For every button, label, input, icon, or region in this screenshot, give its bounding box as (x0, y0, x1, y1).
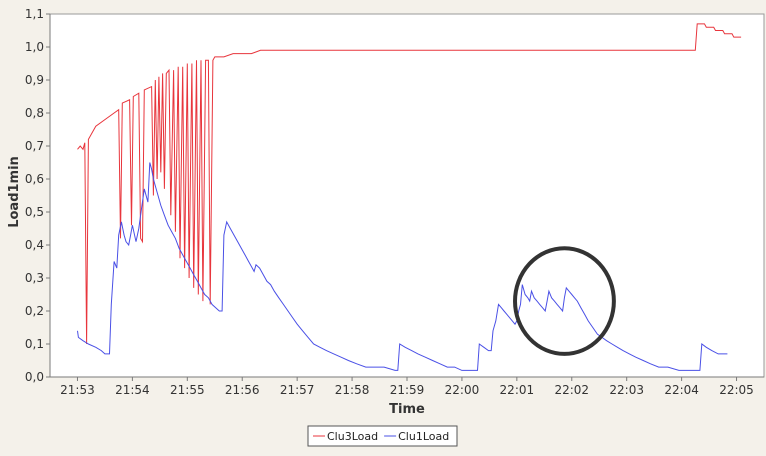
y-tick-label: 0,3 (25, 271, 44, 285)
y-tick-label: 0,1 (25, 337, 44, 351)
plot-area (49, 13, 765, 378)
x-tick-label: 22:03 (609, 383, 644, 397)
series-line-clu3load (77, 23, 742, 345)
x-tick-label: 22:05 (719, 383, 754, 397)
legend-box (307, 425, 458, 447)
x-tick-label: 22:00 (445, 383, 480, 397)
y-tick-label: 0,7 (25, 139, 44, 153)
x-tick-label: 22:02 (554, 383, 589, 397)
y-tick-label: 1,0 (25, 40, 44, 54)
x-tick-label: 21:55 (170, 383, 205, 397)
x-tick-label: 21:58 (335, 383, 370, 397)
legend-label: Clu3Load (327, 430, 378, 443)
axes: 0,0 0,1 0,2 0,3 0,4 0,5 0,6 0,7 0,8 0,9 1,0 1,1 21:5… (25, 7, 764, 397)
x-tick-label: 21:56 (225, 383, 260, 397)
series-lines (77, 23, 742, 371)
y-axis-title: Load1min (7, 156, 22, 228)
x-tick-label: 21:53 (60, 383, 95, 397)
x-tick-label: 22:04 (664, 383, 699, 397)
x-tick-label: 21:57 (280, 383, 315, 397)
y-tick-label: 0,2 (25, 304, 44, 318)
highlight-ellipse (513, 246, 616, 356)
y-tick-label: 0,6 (25, 172, 44, 186)
x-axis-title: Time (389, 402, 425, 417)
y-tick-label: 0,4 (25, 238, 44, 252)
x-tick-label: 22:01 (500, 383, 535, 397)
legend: Clu3Load Clu1Load (307, 425, 458, 447)
y-tick-label: 0,5 (25, 205, 44, 219)
x-tick-label: 21:54 (115, 383, 150, 397)
y-tick-label: 0,8 (25, 106, 44, 120)
x-tick-label: 21:59 (390, 383, 425, 397)
annotations (513, 246, 616, 356)
legend-label: Clu1Load (398, 430, 449, 443)
y-tick-label: 1,1 (25, 7, 44, 21)
y-tick-label: 0,0 (25, 370, 44, 384)
y-tick-label: 0,9 (25, 73, 44, 87)
series-line-clu1load (77, 162, 728, 371)
